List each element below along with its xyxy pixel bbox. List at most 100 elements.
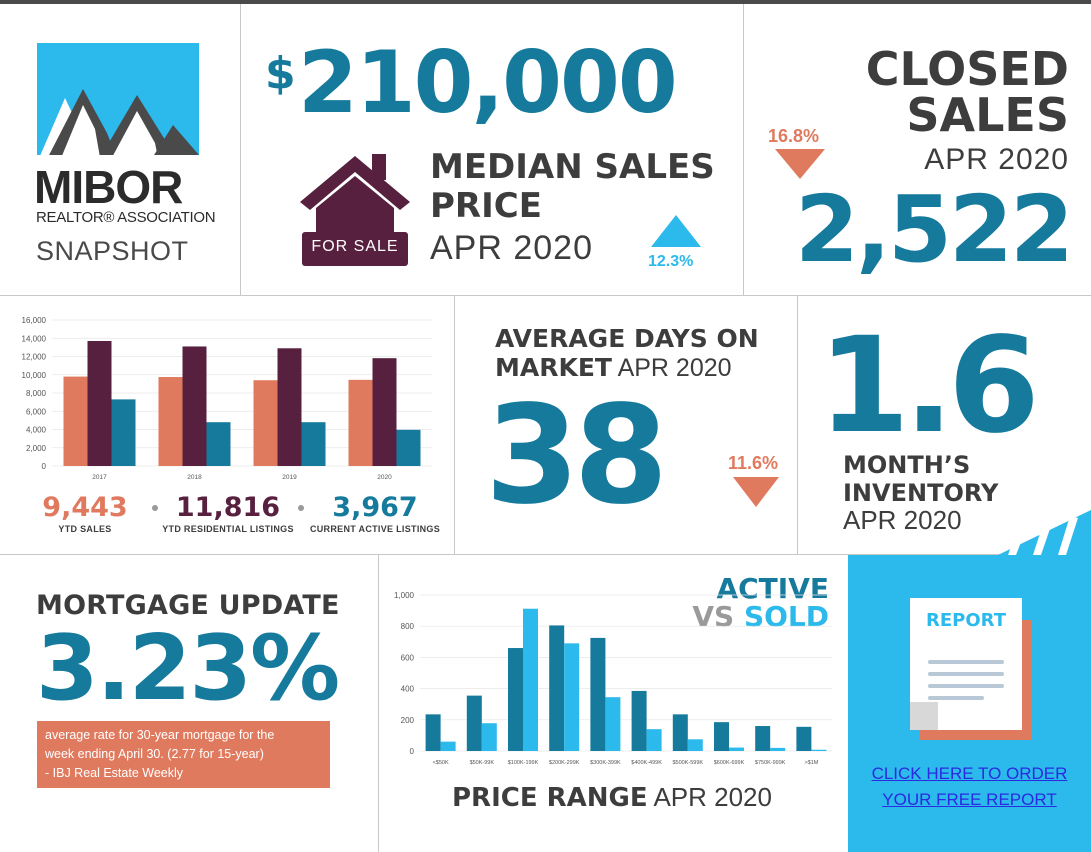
divider — [454, 295, 455, 554]
bar-active — [590, 637, 606, 751]
median-price-label: MEDIAN SALES PRICE — [430, 147, 715, 226]
x-tick-label: $200K-299K — [549, 760, 580, 766]
avg-days-label-line2: MARKET — [495, 353, 612, 382]
median-price-change: 12.3% — [648, 253, 694, 270]
closed-sales-label-line1: CLOSED — [865, 42, 1069, 96]
x-tick-label: $100K-199K — [508, 760, 539, 766]
months-inventory-value: 1.6 — [818, 309, 1040, 463]
avg-days-value: 38 — [485, 377, 668, 535]
y-tick-label: 0 — [42, 462, 47, 471]
months-inventory-label-line1: MONTH’S — [843, 451, 971, 479]
ytd-listings-label: YTD RESIDENTIAL LISTINGS — [162, 524, 294, 534]
bar-active — [549, 625, 565, 751]
order-report-link-line1[interactable]: CLICK HERE TO ORDER — [871, 764, 1068, 783]
bar-current-active-listings — [301, 422, 326, 466]
ytd-listings-value: 11,816 — [175, 492, 281, 523]
x-tick-label: $400K-499K — [631, 760, 662, 766]
median-price-period: APR 2020 — [430, 229, 593, 267]
y-tick-label: 2,000 — [26, 444, 47, 453]
y-tick-label: 6,000 — [26, 407, 47, 416]
mortgage-note: average rate for 30-year mortgage for th… — [37, 721, 330, 788]
bar-active — [755, 726, 771, 751]
y-tick-label: 400 — [401, 685, 415, 694]
y-tick-label: 800 — [401, 622, 415, 631]
x-tick-label: 2019 — [282, 474, 297, 481]
vs-label: VS — [692, 600, 735, 633]
order-report-link[interactable]: CLICK HERE TO ORDER YOUR FREE REPORT — [848, 761, 1091, 813]
x-tick-label: $300K-399K — [590, 760, 621, 766]
x-tick-label: <$50K — [433, 760, 449, 766]
up-arrow-icon — [651, 215, 701, 247]
bar-sold — [523, 608, 538, 751]
y-tick-label: 200 — [401, 716, 415, 725]
bar-sold — [687, 739, 703, 751]
y-tick-label: 14,000 — [22, 334, 47, 343]
mortgage-note-source: - IBJ Real Estate Weekly — [45, 766, 184, 780]
report-document-icon — [910, 510, 1091, 740]
price-range-bar-chart: 0 200 400 600 800 1,000 <$50K $50K-99K $100K-199… — [394, 591, 832, 766]
bar-active — [508, 648, 523, 751]
for-sale-sign: FOR SALE — [311, 238, 399, 255]
divider — [743, 4, 744, 295]
avg-days-label: AVERAGE DAYS ON MARKET APR 2020 — [495, 324, 785, 383]
bar-ytd-sales — [63, 376, 88, 466]
bar-ytd-residential-listings — [277, 348, 302, 466]
mortgage-rate: 3.23% — [36, 616, 340, 721]
bar-current-active-listings — [206, 422, 231, 466]
y-tick-label: 8,000 — [26, 389, 47, 398]
divider — [797, 295, 798, 554]
bar-active — [466, 695, 482, 751]
bar-sold — [440, 741, 456, 751]
closed-sales-period: APR 2020 — [924, 143, 1069, 176]
separator-dot — [152, 505, 158, 511]
avg-days-label-line1: AVERAGE DAYS ON — [495, 324, 759, 353]
active-listings-value: 3,967 — [332, 492, 418, 523]
bar-sold — [564, 643, 580, 751]
divider — [0, 554, 1091, 555]
avg-days-period: APR 2020 — [617, 354, 732, 382]
sold-label: SOLD — [743, 600, 829, 633]
vs-sold-title: VS SOLD — [692, 600, 829, 633]
divider — [378, 554, 379, 852]
bar-active — [672, 714, 688, 751]
active-title: ACTIVE — [716, 572, 829, 605]
x-tick-label: 2018 — [187, 474, 202, 481]
ytd-sales-label: YTD SALES — [58, 524, 112, 534]
y-tick-label: 4,000 — [26, 426, 47, 435]
house-icon — [300, 154, 410, 266]
x-tick-label: 2020 — [377, 474, 392, 481]
bar-current-active-listings — [111, 399, 136, 466]
closed-sales-label: CLOSED SALES — [769, 46, 1069, 138]
months-inventory-label: MONTH’S INVENTORY — [843, 451, 998, 507]
bar-sold — [481, 723, 497, 751]
y-tick-label: 16,000 — [22, 316, 47, 325]
bar-ytd-residential-listings — [372, 358, 397, 466]
report-doc-title: REPORT — [926, 610, 1006, 631]
bar-active — [714, 722, 729, 751]
divider — [0, 295, 1091, 296]
ytd-sales-value: 9,443 — [42, 492, 128, 523]
y-tick-label: 10,000 — [22, 371, 47, 380]
top-border — [0, 0, 1091, 4]
order-report-link-line2[interactable]: YOUR FREE REPORT — [882, 790, 1057, 809]
closed-sales-value: 2,522 — [794, 176, 1074, 283]
bar-ytd-residential-listings — [87, 340, 112, 466]
currency-symbol: $ — [265, 48, 296, 99]
y-tick-label: 1,000 — [394, 591, 415, 600]
bar-active — [631, 690, 647, 751]
price-range-title: PRICE RANGE APR 2020 — [452, 782, 772, 813]
bar-sold — [646, 729, 662, 751]
y-tick-label: 12,000 — [22, 353, 47, 362]
mountain-logo-icon — [37, 43, 199, 163]
bar-ytd-sales — [253, 380, 278, 466]
x-tick-label: 2017 — [92, 474, 107, 481]
snapshot-label: SNAPSHOT — [36, 236, 189, 266]
months-inventory-label-line2: INVENTORY — [843, 479, 999, 507]
median-price-value: 210,000 — [298, 33, 678, 133]
divider — [240, 4, 241, 295]
bar-sold — [729, 747, 744, 751]
separator-dot — [298, 505, 304, 511]
logo-wordmark: MIBOR — [34, 161, 183, 213]
bar-current-active-listings — [396, 429, 421, 466]
y-tick-label: 600 — [401, 653, 415, 662]
